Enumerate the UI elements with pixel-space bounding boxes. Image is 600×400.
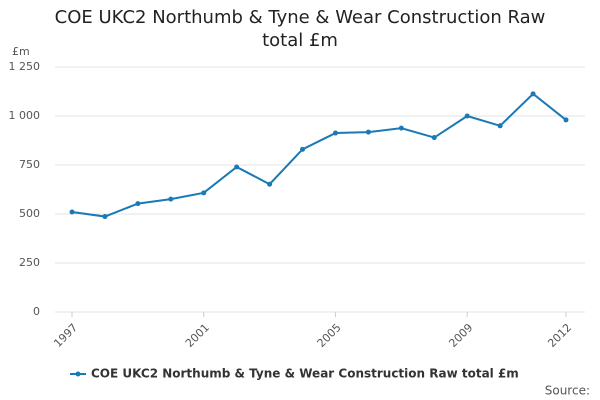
point [332,130,338,136]
point [464,113,470,119]
x-tick-label: 2001 [183,321,212,350]
y-tick-label: 1 250 [9,60,41,73]
point [431,135,437,141]
y-tick-label: 750 [19,158,40,171]
y-tick-label: 1 000 [9,109,41,122]
point [234,164,240,170]
y-tick-label: 250 [19,256,40,269]
x-tick-label: 2005 [315,321,344,350]
point [135,201,141,207]
point [530,91,536,97]
point [168,196,174,202]
point [563,117,569,123]
point [267,181,273,187]
y-axis-label: £m [12,45,30,58]
legend-label: COE UKC2 Northumb & Tyne & Wear Construc… [91,367,519,381]
y-tick-label: 500 [19,207,40,220]
x-tick-label: 2012 [545,321,574,350]
point [365,129,371,135]
point [201,190,207,196]
point [102,214,108,220]
source: Source: [545,384,590,398]
legend-marker [75,371,81,377]
chart-title: COE UKC2 Northumb & Tyne & Wear Construc… [54,7,546,51]
point [398,125,404,131]
point [300,146,306,152]
y-tick-label: 0 [33,305,40,318]
point [69,209,75,215]
line [71,92,567,218]
x-tick-label: 1997 [51,321,80,350]
point [497,123,503,129]
x-tick-label: 2009 [446,321,475,350]
